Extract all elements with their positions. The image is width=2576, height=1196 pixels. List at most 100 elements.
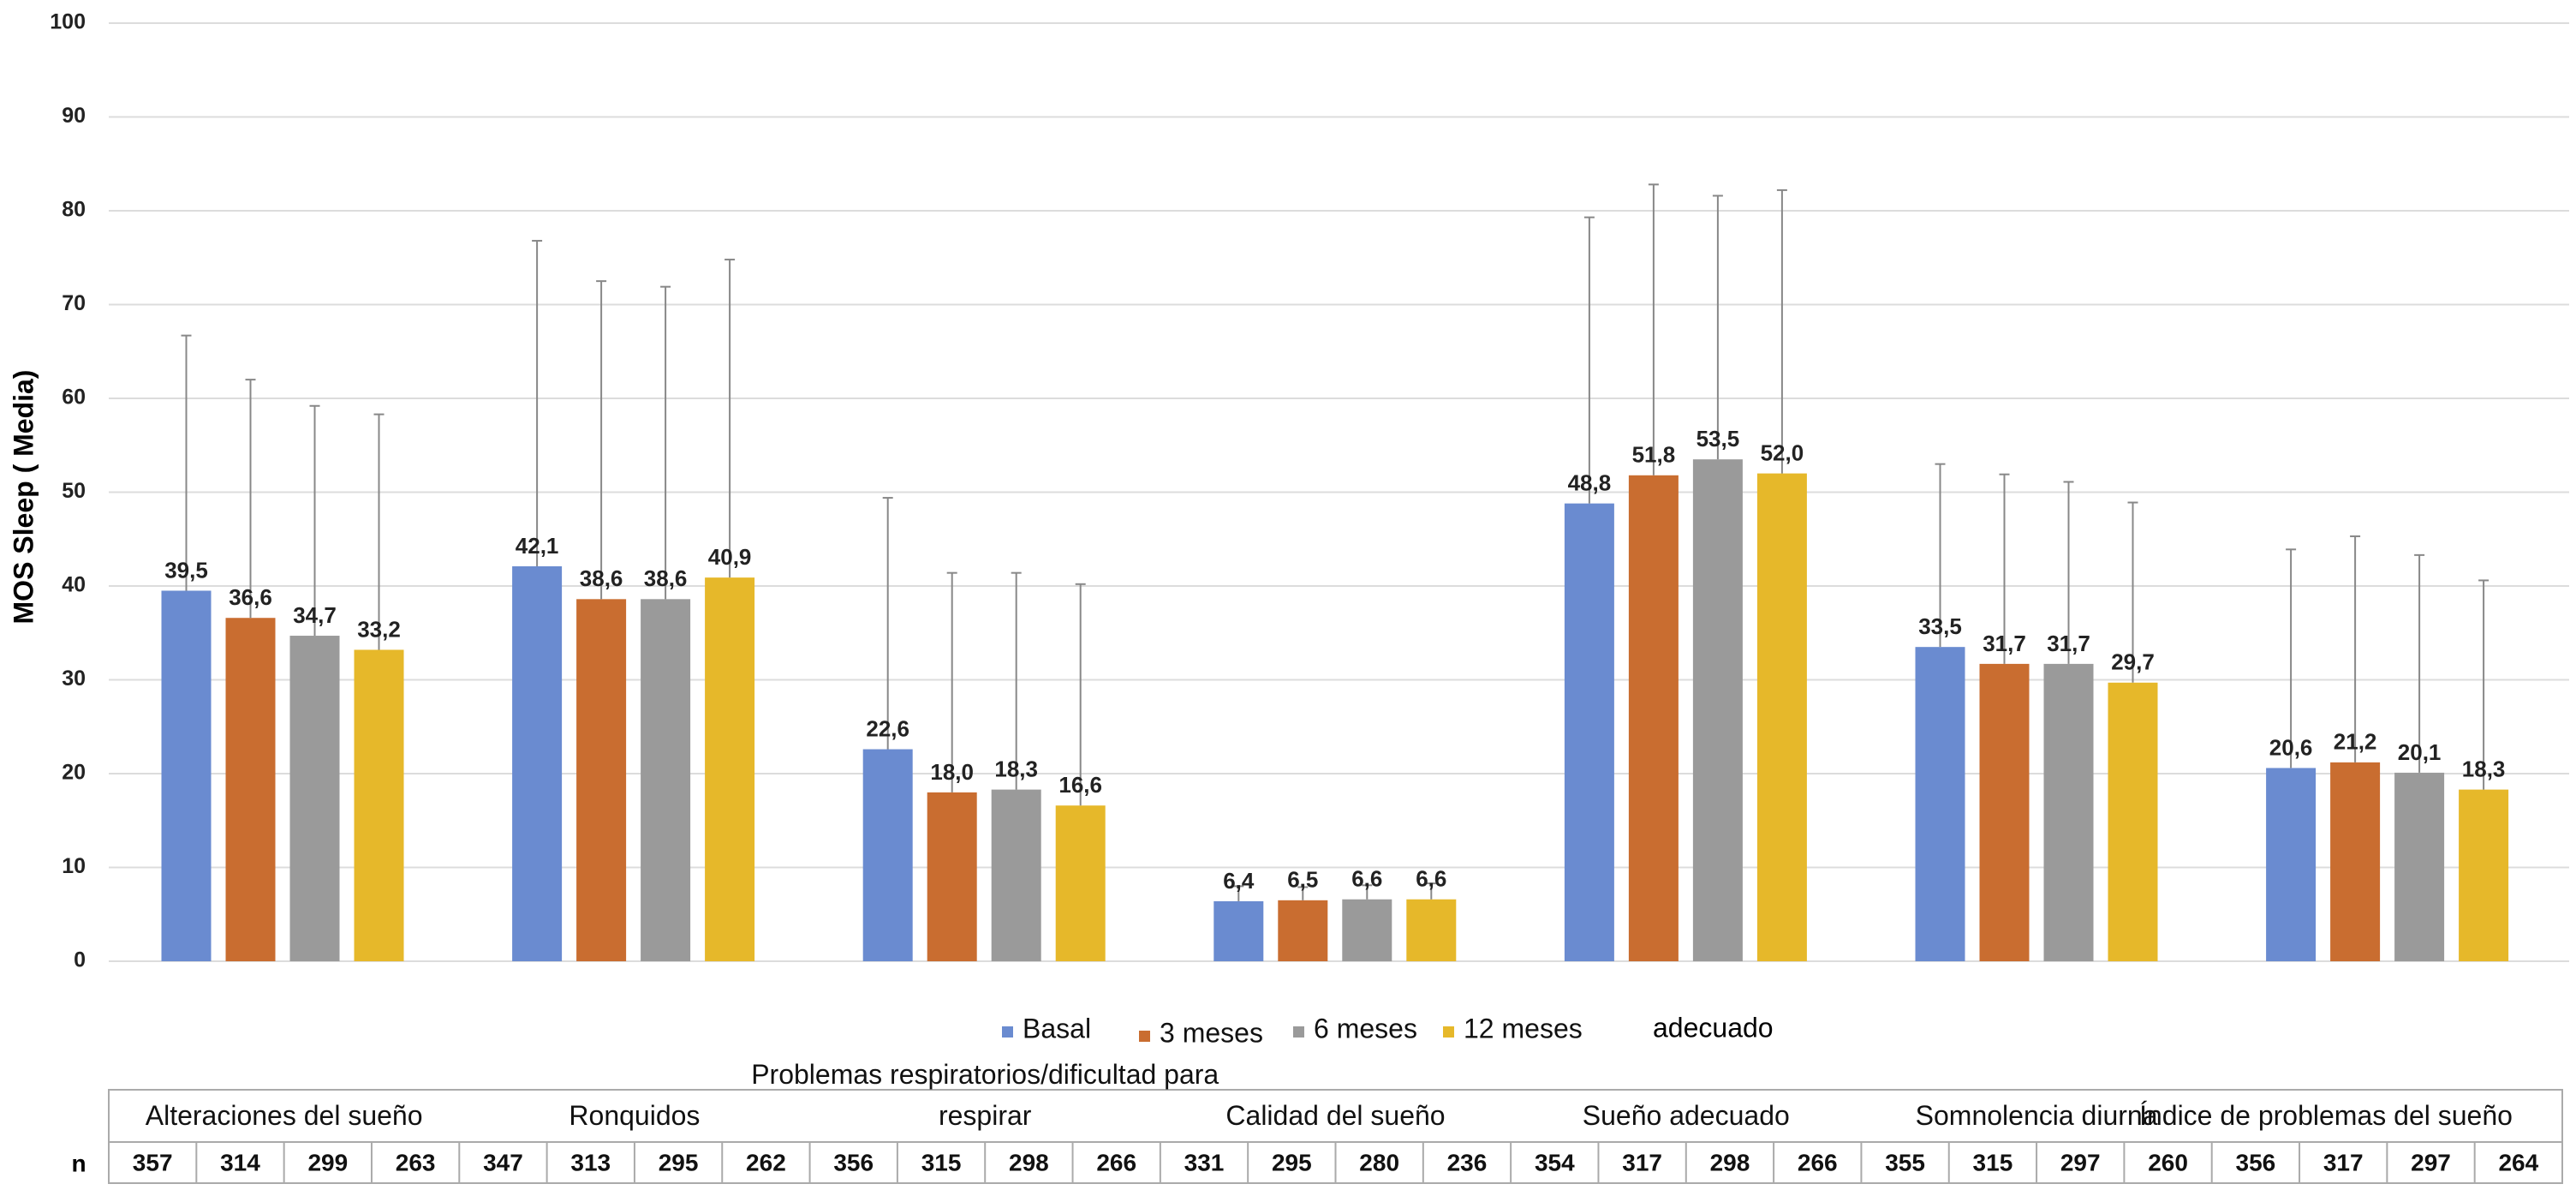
- bar: [1055, 805, 1106, 961]
- table-cell: 280: [1359, 1149, 1399, 1175]
- table-cell: 347: [483, 1149, 523, 1175]
- y-tick-label: 10: [62, 854, 86, 878]
- table-cell: 295: [659, 1149, 699, 1175]
- bar: [1406, 899, 1457, 961]
- table-cell: 263: [396, 1149, 436, 1175]
- category-label: Sueño adecuado: [1582, 1100, 1790, 1131]
- category-label: Somnolencia diurna: [1915, 1100, 2158, 1131]
- legend-swatch: [1139, 1031, 1150, 1042]
- data-label: 33,2: [357, 616, 401, 642]
- table-cell: 356: [2236, 1149, 2276, 1175]
- legend-label: Basal: [1023, 1013, 1091, 1044]
- y-axis-title: MOS Sleep ( Media): [8, 370, 39, 625]
- data-label: 6,4: [1223, 868, 1255, 894]
- bar: [2459, 789, 2509, 961]
- bar: [927, 792, 977, 961]
- bar: [2330, 762, 2381, 961]
- table-cell: 354: [1535, 1149, 1575, 1175]
- table-cell: 298: [1710, 1149, 1750, 1175]
- data-label: 6,6: [1351, 866, 1382, 892]
- data-label: 22,6: [866, 715, 909, 741]
- table-cell: 298: [1009, 1149, 1049, 1175]
- category-label: Índice de problemas del sueño: [2139, 1100, 2513, 1131]
- bar: [705, 577, 755, 961]
- table-cell: 260: [2148, 1149, 2188, 1175]
- y-tick-label: 60: [62, 386, 86, 410]
- table-cell: 315: [921, 1149, 962, 1175]
- data-label: 38,6: [580, 565, 623, 591]
- bar: [1756, 473, 1807, 961]
- bar: [2043, 663, 2094, 961]
- data-label: 40,9: [708, 544, 752, 570]
- y-tick-label: 0: [74, 948, 86, 972]
- bar: [862, 749, 913, 961]
- data-label: 31,7: [1983, 631, 2026, 656]
- data-label: 38,6: [644, 565, 688, 591]
- table-cell: 236: [1447, 1149, 1488, 1175]
- data-label: 20,1: [2398, 739, 2442, 765]
- data-label: 36,6: [229, 584, 272, 610]
- bar: [1564, 503, 1614, 961]
- data-label: 31,7: [2047, 631, 2090, 656]
- table-cell: 315: [1973, 1149, 2013, 1175]
- bar: [161, 590, 212, 961]
- table-cell: 317: [2323, 1149, 2364, 1175]
- data-label: 6,6: [1416, 866, 1446, 892]
- data-label: 20,6: [2269, 734, 2313, 760]
- category-label: Alteraciones del sueño: [145, 1100, 423, 1131]
- category-label: Ronquidos: [569, 1100, 701, 1131]
- legend-label: 3 meses: [1160, 1017, 1263, 1048]
- table-row-label: n: [71, 1150, 86, 1176]
- bar: [1628, 475, 1679, 961]
- category-label: Problemas respiratorios/dificultad para …: [751, 1059, 1219, 1131]
- legend-swatch: [1443, 1026, 1454, 1038]
- bar: [1979, 663, 2030, 961]
- table-cell: 331: [1184, 1149, 1225, 1175]
- bar: [2394, 772, 2445, 961]
- bar: [2266, 768, 2317, 961]
- table-cell: 297: [2411, 1149, 2451, 1175]
- y-tick-label: 40: [62, 573, 86, 597]
- y-tick-label: 50: [62, 479, 86, 503]
- bar: [354, 649, 404, 961]
- y-tick-label: 20: [62, 761, 86, 785]
- table-cell: 266: [1798, 1149, 1838, 1175]
- data-label: 42,1: [516, 533, 559, 559]
- y-tick-label: 80: [62, 198, 86, 222]
- table-cell: 299: [307, 1149, 348, 1175]
- bar: [1213, 900, 1264, 961]
- bar: [289, 636, 340, 961]
- data-label: 48,8: [1568, 470, 1612, 496]
- bar: [1692, 459, 1743, 961]
- table-cell: 356: [833, 1149, 874, 1175]
- legend-label: 12 meses: [1464, 1013, 1583, 1044]
- data-label: 34,7: [293, 602, 337, 628]
- annotation: adecuado: [1653, 1012, 1774, 1043]
- y-tick-label: 90: [62, 104, 86, 128]
- y-tick-label: 70: [62, 291, 86, 315]
- data-label: 18,3: [2462, 756, 2506, 781]
- bar: [991, 789, 1041, 961]
- data-label: 21,2: [2334, 729, 2377, 755]
- bar: [2108, 682, 2158, 961]
- legend-swatch: [1002, 1026, 1013, 1038]
- legend-swatch: [1293, 1026, 1304, 1038]
- bar: [225, 618, 276, 961]
- bar: [1915, 647, 1965, 961]
- data-label: 6,5: [1287, 867, 1318, 893]
- table-cell: 266: [1096, 1149, 1136, 1175]
- table-cell: 264: [2498, 1149, 2538, 1175]
- table-cell: 314: [220, 1149, 260, 1175]
- table-cell: 357: [133, 1149, 173, 1175]
- data-label: 18,0: [930, 759, 974, 785]
- y-tick-label: 30: [62, 667, 86, 691]
- data-label: 53,5: [1696, 426, 1740, 451]
- table-cell: 313: [570, 1149, 611, 1175]
- table-cell: 297: [2060, 1149, 2101, 1175]
- bar: [641, 599, 691, 961]
- legend-label: 6 meses: [1314, 1013, 1417, 1044]
- table-cell: 262: [746, 1149, 786, 1175]
- data-label: 16,6: [1058, 772, 1102, 798]
